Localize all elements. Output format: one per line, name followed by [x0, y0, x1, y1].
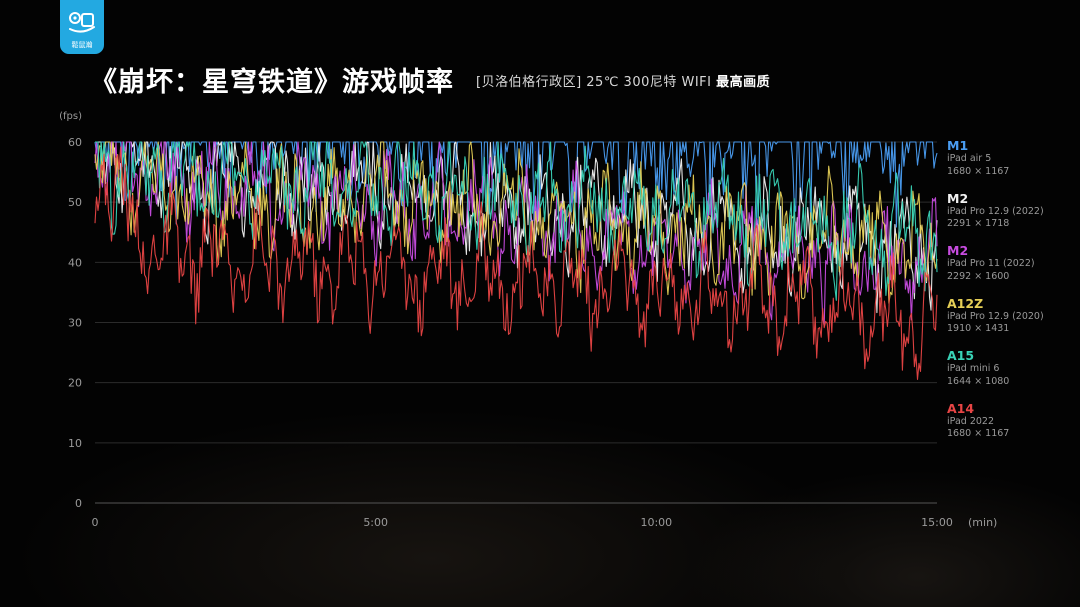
series-line-a12z: [94, 141, 938, 304]
legend-item: A14 iPad 2022 1680 × 1167: [947, 401, 1077, 454]
y-tick-label: 60: [68, 136, 82, 149]
legend-chip-name: A12Z: [947, 295, 984, 311]
x-tick-label: 5:00: [363, 516, 388, 529]
legend-device: iPad Pro 12.9 (2022): [947, 205, 1044, 217]
legend-chip-name: M1: [947, 138, 969, 153]
y-tick-label: 10: [68, 437, 82, 450]
legend-chip-name: A15: [947, 348, 975, 363]
x-tick-label: 15:00: [921, 516, 953, 529]
legend-item: A12Z iPad Pro 12.9 (2020) 1910 × 1431: [947, 296, 1077, 349]
series-line-a14: [94, 146, 938, 380]
y-tick-label: 0: [75, 497, 82, 510]
legend-chip-name: M2: [947, 190, 969, 206]
legend-device: iPad air 5: [947, 153, 992, 164]
channel-logo-icon: [69, 12, 95, 33]
legend-item: M1 iPad air 5 1680 × 1167: [947, 138, 1077, 191]
legend-device: iPad Pro 12.9 (2020): [947, 310, 1044, 322]
y-tick-label: 50: [68, 196, 82, 209]
legend: M1 iPad air 5 1680 × 1167 M2 iPad Pro 12.9 (…: [947, 138, 1077, 453]
legend-chip-name: M2: [947, 243, 969, 258]
legend-item: A15 iPad mini 6 1644 × 1080: [947, 348, 1077, 401]
legend-resolution: 1644 × 1080: [947, 375, 1010, 387]
series-lines: [94, 141, 938, 380]
y-axis-ticks: 0 10 20 30 40 50 60: [68, 136, 82, 510]
legend-resolution: 2292 × 1600: [947, 270, 1010, 282]
chart-title: 《崩坏：星穹铁道》游戏帧率: [90, 67, 454, 98]
x-tick-label: 10:00: [640, 516, 672, 529]
legend-device: iPad mini 6: [947, 363, 1000, 374]
legend-resolution: 1910 × 1431: [947, 323, 1010, 334]
legend-chip-name: A14: [947, 400, 975, 416]
y-tick-label: 30: [68, 317, 82, 330]
legend-resolution: 2291 × 1718: [947, 218, 1010, 229]
legend-item: M2 iPad Pro 11 (2022) 2292 × 1600: [947, 243, 1077, 296]
series-line-a15: [95, 141, 938, 301]
y-tick-label: 20: [68, 377, 82, 390]
x-tick-label: 0: [92, 516, 99, 529]
x-axis-label: (min): [968, 516, 997, 529]
subtitle-quality: 最高画质: [716, 75, 771, 90]
y-axis-label: (fps): [59, 111, 82, 122]
legend-device: iPad 2022: [947, 415, 994, 427]
chart-subtitle: [贝洛伯格行政区] 25℃ 300尼特 WIFI 最高画质: [476, 71, 770, 90]
y-tick-label: 40: [68, 256, 82, 269]
legend-device: iPad Pro 11 (2022): [947, 258, 1035, 269]
legend-resolution: 1680 × 1167: [947, 165, 1010, 177]
x-axis-ticks: 0 5:00 10:00 15:00: [92, 516, 953, 529]
logo-text: 鬆鼠瀚: [71, 41, 93, 49]
legend-item: M2 iPad Pro 12.9 (2022) 2291 × 1718: [947, 191, 1077, 244]
legend-resolution: 1680 × 1167: [947, 428, 1010, 439]
brand-logo: 鬆鼠瀚: [60, 0, 104, 54]
subtitle-conditions: [贝洛伯格行政区] 25℃ 300尼特 WIFI: [476, 75, 712, 90]
